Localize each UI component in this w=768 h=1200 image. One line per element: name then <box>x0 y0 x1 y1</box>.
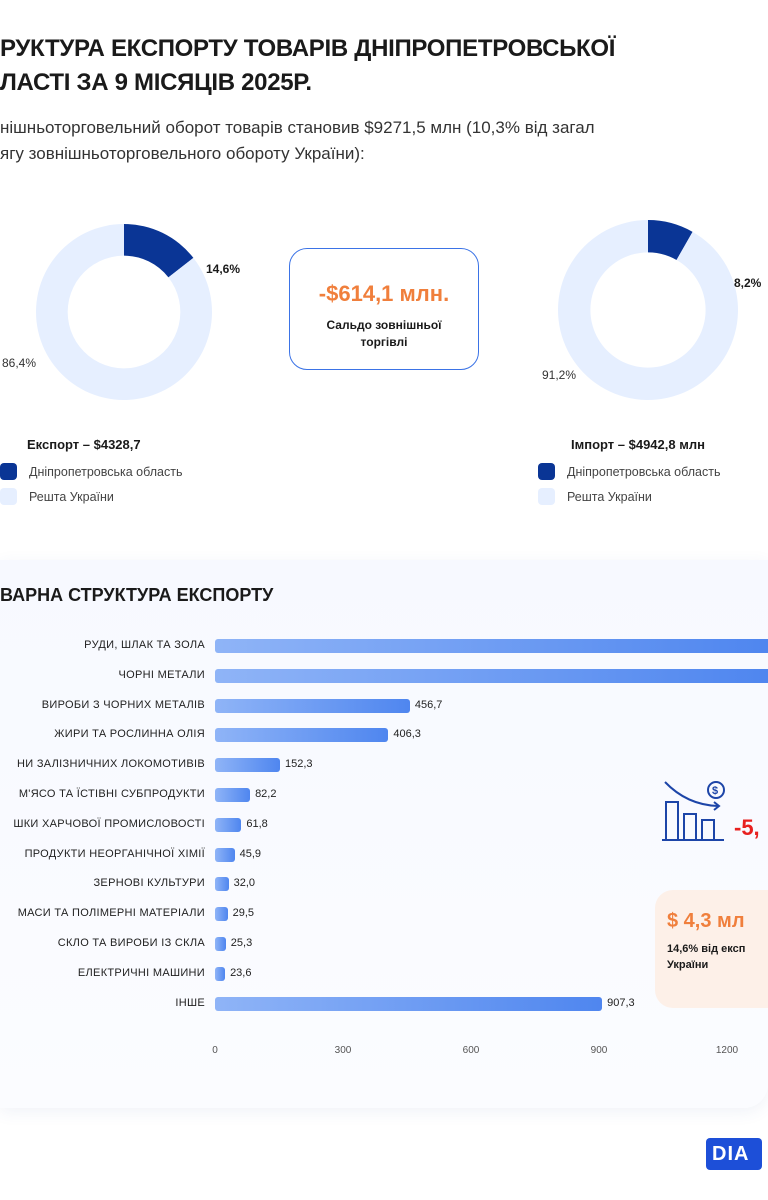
x-tick-label: 1200 <box>715 1045 739 1056</box>
bar <box>215 758 280 773</box>
import-donut <box>558 220 738 400</box>
bar <box>215 907 228 922</box>
highlight-card: $ 4,3 мл 14,6% від експ України <box>655 890 768 1008</box>
category-label: СКЛО ТА ВИРОБИ ІЗ СКЛА <box>57 937 205 949</box>
bar <box>215 728 389 743</box>
swatch <box>0 488 17 505</box>
x-tick-label: 300 <box>334 1045 352 1056</box>
category-label: М'ЯСО ТА ЇСТІВНІ СУБПРОДУКТИ <box>18 788 205 800</box>
donut-slice <box>558 220 738 400</box>
legend-item-rest: Решта України <box>538 488 652 505</box>
legend-item-region: Дніпропетровська область <box>538 463 720 480</box>
saldo-label: Сальдо зовнішньої торгівлі <box>326 318 442 349</box>
bar <box>215 788 251 802</box>
import-legend-title: Імпорт – $4942,8 млн <box>571 437 705 452</box>
donut-slice <box>124 224 194 278</box>
category-label: НИ ЗАЛІЗНИЧНИХ ЛОКОМОТИВІВ <box>17 758 205 771</box>
legend-label: Дніпропетровська область <box>29 464 183 479</box>
category-label: ЗЕРНОВІ КУЛЬТУРИ <box>93 877 205 890</box>
bar-value-label: 32,0 <box>233 877 256 890</box>
legend-label: Решта України <box>29 489 114 504</box>
category-label: ПРОДУКТИ НЕОРГАНІЧНОЇ ХІМІЇ <box>24 847 205 860</box>
legend-item-region: Дніпропетровська область <box>0 463 182 480</box>
x-tick-label: 0 <box>212 1045 218 1056</box>
bar <box>215 937 226 951</box>
swatch <box>538 463 555 480</box>
legend-item-rest: Решта України <box>0 488 114 505</box>
export-donut <box>36 224 213 400</box>
saldo-value: -$614,1 млн. <box>318 281 450 306</box>
bar-value-label: 82,2 <box>255 788 277 800</box>
bar-value-label: 456,7 <box>414 698 443 711</box>
category-label: ЧОРНІ МЕТАЛИ <box>118 668 205 681</box>
bar <box>215 877 229 892</box>
swatch <box>0 463 17 480</box>
category-label: РУДИ, ШЛАК ТА ЗОЛА <box>84 639 205 651</box>
bar-value-label: 152,3 <box>284 758 313 771</box>
saldo-card: -$614,1 млн. Сальдо зовнішньої торгівлі <box>289 248 479 370</box>
bar <box>215 698 410 713</box>
category-label: МАСИ ТА ПОЛІМЕРНІ МАТЕРІАЛИ <box>17 907 205 920</box>
page-title: РУКТУРА ЕКСПОРТУ ТОВАРІВ ДНІПРОПЕТРОВСЬК… <box>0 35 616 96</box>
bar <box>215 639 768 653</box>
donut-slice <box>648 220 693 260</box>
section-title: ВАРНА СТРУКТУРА ЕКСПОРТУ <box>0 585 274 605</box>
category-label: ШКИ ХАРЧОВОЇ ПРОМИСЛОВОСТІ <box>13 817 205 830</box>
export-region-pct: 14,6% <box>206 262 241 276</box>
change-value: -5, <box>734 815 760 840</box>
subtitle: нішньоторговельний оборот товарів станов… <box>0 118 595 163</box>
highlight-value: $ 4,3 мл <box>667 910 745 932</box>
bar <box>215 966 226 981</box>
category-label: ВИРОБИ З ЧОРНИХ МЕТАЛІВ <box>41 698 205 711</box>
x-tick-label: 900 <box>590 1045 608 1056</box>
svg-text:$: $ <box>712 785 718 797</box>
bar <box>215 817 242 832</box>
category-label: ЕЛЕКТРИЧНІ МАШИНИ <box>77 966 205 979</box>
highlight-text: 14,6% від експ <box>667 943 746 955</box>
x-tick-label: 600 <box>462 1045 480 1056</box>
import-rest-pct: 91,2% <box>542 368 577 382</box>
bar <box>215 847 235 862</box>
legend-label: Решта України <box>567 489 652 504</box>
bar-value-label: 25,3 <box>230 937 253 949</box>
bar-value-label: 29,5 <box>232 907 254 920</box>
declining-chart-icon: $ <box>662 781 725 841</box>
donut-slice <box>36 224 213 400</box>
bar-value-label: 406,3 <box>393 728 421 741</box>
bar-value-label: 907,3 <box>607 996 635 1009</box>
legend-label: Дніпропетровська область <box>567 464 721 479</box>
export-rest-pct: 86,4% <box>2 356 37 370</box>
bar-value-label: 61,8 <box>246 817 268 830</box>
dia-logo: DIA <box>706 1138 762 1170</box>
highlight-text: України <box>667 959 709 971</box>
bar-value-label: 23,6 <box>230 966 252 979</box>
bar <box>215 668 768 683</box>
export-legend-title: Експорт – $4328,7 <box>27 437 141 452</box>
bar <box>215 996 603 1011</box>
swatch <box>538 488 555 505</box>
import-region-pct: 8,2% <box>734 276 762 290</box>
bar-value-label: 45,9 <box>239 847 261 860</box>
category-label: ЖИРИ ТА РОСЛИННА ОЛІЯ <box>54 728 205 741</box>
category-label: ІНШЕ <box>175 996 205 1009</box>
